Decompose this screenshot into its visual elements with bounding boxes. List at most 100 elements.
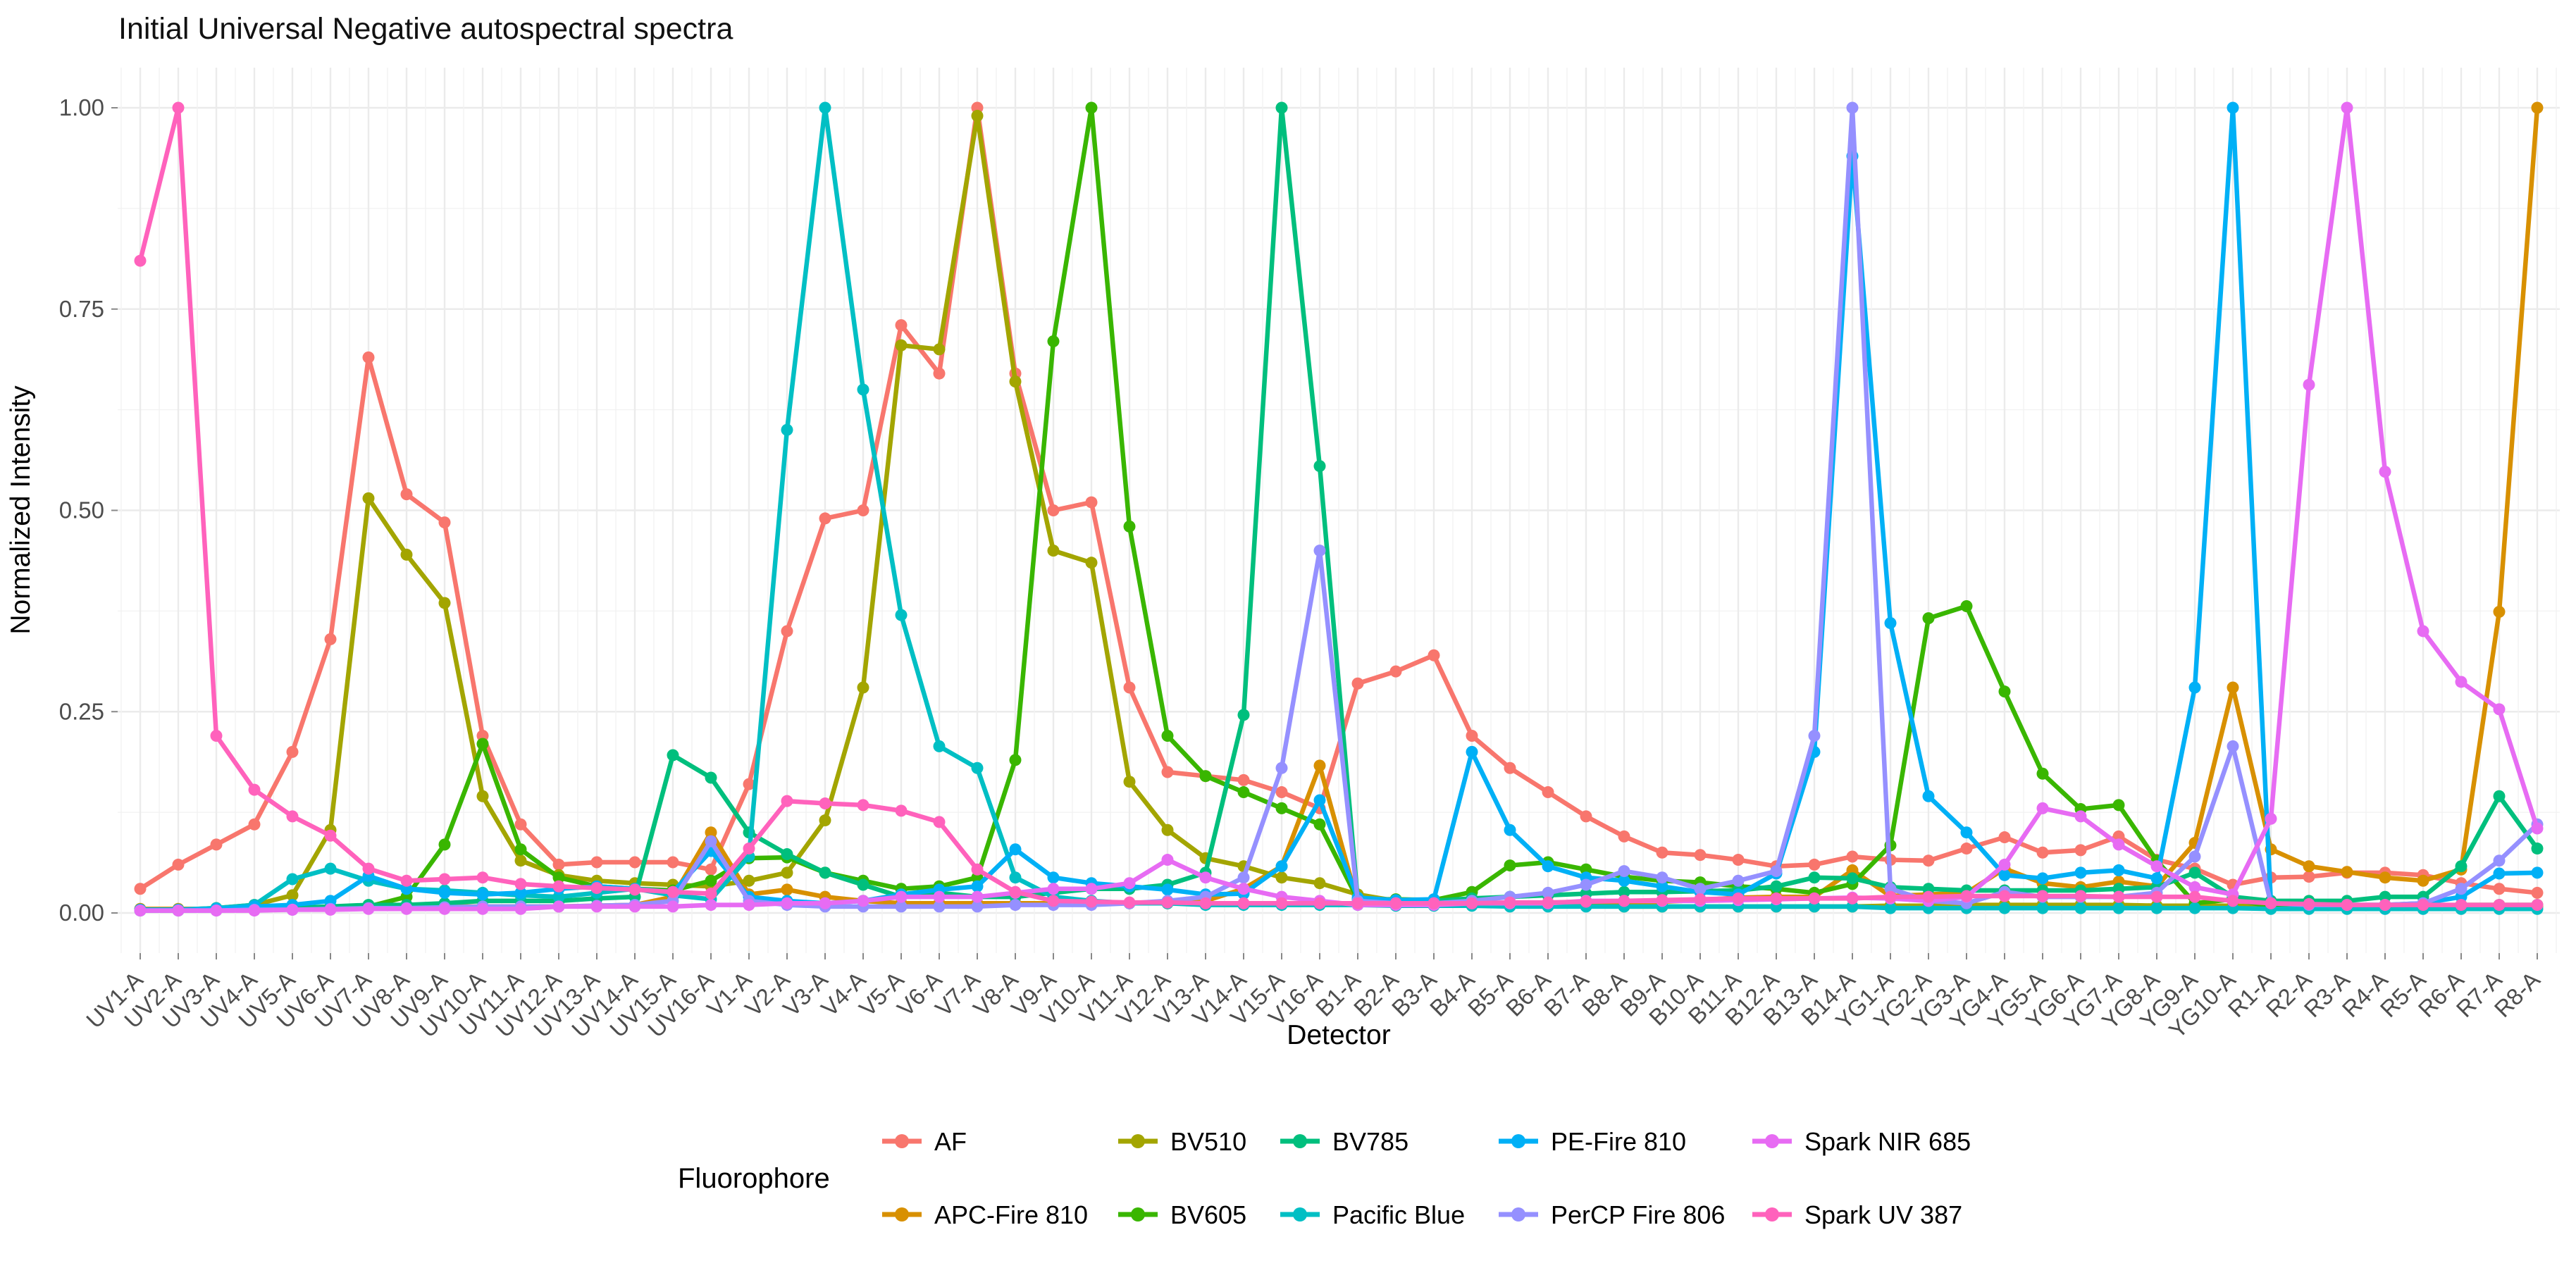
chart-title: Initial Universal Negative autospectral … [118, 12, 733, 46]
legend-item-label: Spark UV 387 [1804, 1200, 1962, 1229]
data-point [1770, 880, 1783, 893]
data-point [1161, 730, 1174, 742]
data-point [400, 874, 413, 887]
data-point [514, 818, 527, 831]
data-point [1808, 871, 1821, 884]
data-point [1504, 762, 1516, 774]
data-point [1275, 897, 1288, 909]
data-point [705, 899, 717, 912]
data-point [1960, 600, 1973, 613]
data-point [819, 101, 831, 114]
data-point [1428, 649, 1440, 661]
data-point [1123, 877, 1136, 890]
data-point [1047, 871, 1060, 884]
legend-key-point [1131, 1134, 1145, 1148]
data-point [1009, 843, 1022, 856]
data-point [2379, 871, 2391, 884]
legend-key-point [1765, 1207, 1779, 1222]
data-point [514, 886, 527, 899]
data-point [1922, 890, 1935, 903]
y-tick-label: 0.50 [59, 497, 104, 523]
legend-key-point [895, 1134, 909, 1148]
series-line [137, 113, 2540, 912]
data-point [2531, 899, 2544, 912]
data-point [324, 903, 337, 916]
data-point [476, 790, 489, 802]
data-point [1123, 681, 1136, 694]
data-point [2112, 838, 2125, 851]
data-point [971, 890, 984, 903]
data-point [1694, 849, 1707, 862]
data-point [210, 730, 223, 742]
legend-item-label: PerCP Fire 806 [1551, 1200, 1725, 1229]
data-point [1313, 759, 1326, 772]
data-point [248, 783, 261, 796]
data-point [933, 367, 946, 380]
data-point [1580, 878, 1592, 891]
data-point [1580, 895, 1592, 908]
data-point [667, 749, 679, 762]
data-point [743, 843, 755, 855]
data-point [743, 778, 755, 790]
data-point [2188, 881, 2201, 893]
data-point [2150, 890, 2163, 903]
data-point [2531, 101, 2544, 114]
data-point [476, 888, 489, 901]
data-point [1389, 897, 1402, 909]
legend-item-label: Spark NIR 685 [1804, 1127, 1971, 1156]
data-point [2341, 866, 2353, 878]
data-point [1237, 883, 1250, 895]
legend-item-pe-fire-810: PE-Fire 810 [1499, 1127, 1686, 1156]
data-point [1237, 786, 1250, 799]
data-point [134, 883, 147, 895]
data-point [286, 810, 299, 823]
data-point [438, 516, 451, 529]
data-point [2227, 740, 2239, 752]
data-point [210, 838, 223, 851]
data-point [1846, 892, 1859, 905]
data-point [1998, 831, 2011, 844]
data-point [248, 905, 261, 917]
data-point [1618, 885, 1630, 898]
data-point [2455, 899, 2467, 912]
legend-item-spark-uv-387: Spark UV 387 [1752, 1200, 1962, 1229]
data-point [2112, 890, 2125, 903]
data-point [1313, 897, 1326, 909]
data-point [895, 900, 908, 913]
data-point [2227, 101, 2239, 114]
data-point [667, 900, 679, 913]
data-point [476, 902, 489, 915]
data-point [1998, 685, 2011, 698]
data-point [1351, 677, 1364, 690]
data-point [1085, 557, 1098, 569]
data-point [1313, 460, 1326, 473]
data-point [2074, 810, 2087, 823]
data-point [172, 905, 185, 917]
data-point [819, 897, 831, 909]
data-point [1808, 858, 1821, 871]
series-line [137, 105, 2540, 912]
axis-ticks [111, 107, 2538, 959]
data-point [2074, 866, 2087, 879]
data-point [1618, 865, 1630, 878]
data-point [286, 745, 299, 758]
data-point [1884, 902, 1897, 914]
data-point [400, 488, 413, 501]
data-point [971, 863, 984, 876]
data-point [1047, 504, 1060, 516]
data-point [1047, 883, 1060, 895]
series-line [137, 105, 2540, 907]
data-point [2074, 844, 2087, 857]
data-point [1313, 877, 1326, 890]
legend-key-point [1131, 1207, 1145, 1222]
data-point [2112, 799, 2125, 812]
data-point [2493, 790, 2506, 802]
data-point [1275, 786, 1288, 799]
data-point [2036, 872, 2049, 885]
data-point [1732, 874, 1745, 887]
data-point [1123, 896, 1136, 909]
legend-item-label: APC-Fire 810 [934, 1200, 1088, 1229]
data-point [1161, 823, 1174, 836]
data-point [895, 890, 908, 903]
